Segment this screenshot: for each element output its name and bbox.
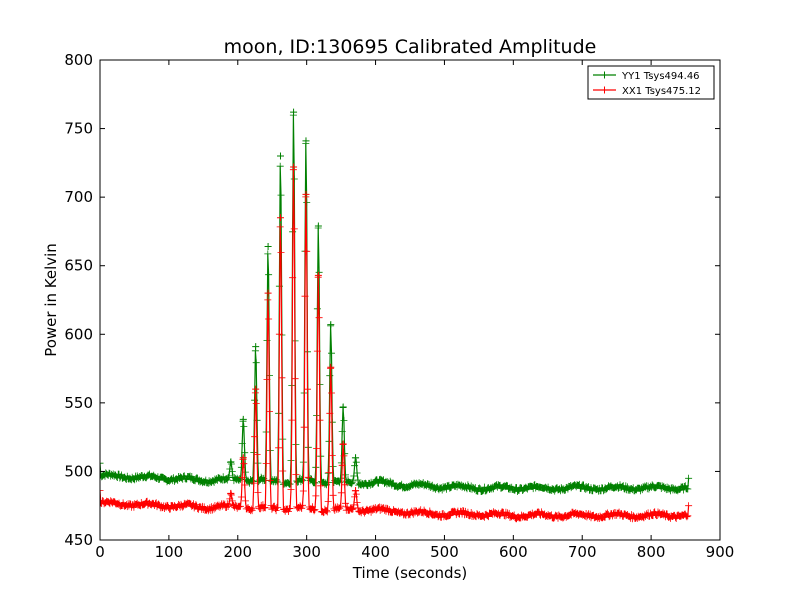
x-tick-label: 300 <box>292 543 321 561</box>
axes-frame <box>99 59 721 541</box>
peak-point <box>314 222 322 230</box>
legend: YY1 Tsys494.46 XX1 Tsys475.12 <box>587 65 715 100</box>
peak-point <box>339 403 347 411</box>
peak-point <box>327 321 335 329</box>
x-tick-label: 700 <box>568 543 597 561</box>
peak-point <box>314 271 322 279</box>
ticks-layer: 0 100 200 300 400 500 600 700 800 900 450 500 550 600… <box>64 51 734 561</box>
peak-point <box>290 108 298 116</box>
peak-point <box>252 343 260 351</box>
series-layer <box>100 108 693 523</box>
legend-marker <box>601 86 608 94</box>
x-tick-label: 500 <box>430 543 459 561</box>
peak-point <box>302 137 310 145</box>
y-tick-label: 600 <box>64 325 93 343</box>
legend-box <box>587 65 715 100</box>
peak-point <box>264 289 272 297</box>
x-tick-label: 100 <box>155 543 184 561</box>
x-tick-label: 200 <box>223 543 252 561</box>
y-tick-label: 800 <box>64 51 93 69</box>
peak-point <box>239 415 247 423</box>
y-tick-label: 700 <box>64 188 93 206</box>
peak-point <box>276 214 284 222</box>
x-axis-label: Time (seconds) <box>352 564 468 582</box>
legend-label: XX1 Tsys475.12 <box>622 86 701 97</box>
peak-point <box>227 458 235 466</box>
peak-point <box>290 163 298 171</box>
peak-point <box>352 454 360 462</box>
peak-point <box>327 363 335 371</box>
legend-marker <box>601 71 608 79</box>
x-tick-label: 0 <box>95 543 105 561</box>
peak-point <box>276 152 284 160</box>
peak-point <box>352 487 360 495</box>
y-axis-label: Power in Kelvin <box>42 243 60 357</box>
x-tick-label: 800 <box>637 543 666 561</box>
chart-title: moon, ID:130695 Calibrated Amplitude <box>224 36 597 58</box>
legend-label: YY1 Tsys494.46 <box>621 71 700 82</box>
y-tick-label: 650 <box>64 257 93 275</box>
x-tick-label: 600 <box>499 543 528 561</box>
peak-point <box>252 385 260 393</box>
x-tick-label: 900 <box>706 543 735 561</box>
y-tick-label: 550 <box>64 394 93 412</box>
peak-point <box>227 489 235 497</box>
y-tick-label: 500 <box>64 462 93 480</box>
x-tick-label: 400 <box>361 543 390 561</box>
series-yy1 <box>100 108 693 495</box>
series-xx1 <box>100 163 693 523</box>
peak-point <box>264 243 272 251</box>
y-tick-label: 750 <box>64 120 93 138</box>
peak-point <box>339 440 347 448</box>
peak-point <box>239 454 247 462</box>
y-tick-label: 450 <box>64 531 93 549</box>
peak-point <box>302 190 310 198</box>
